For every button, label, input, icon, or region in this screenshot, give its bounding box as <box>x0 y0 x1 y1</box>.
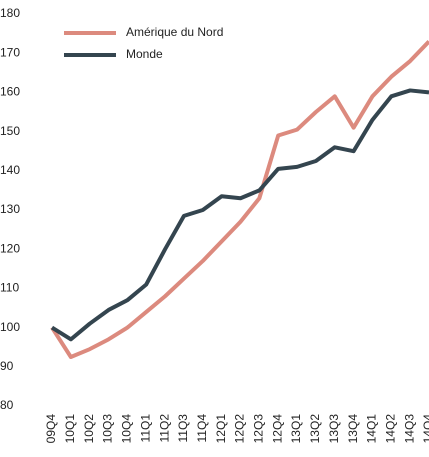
x-tick-label: 11Q4 <box>195 414 209 443</box>
x-tick-label: 11Q3 <box>176 414 190 443</box>
x-tick-label: 14Q2 <box>383 414 397 444</box>
x-tick-label: 13Q1 <box>289 414 303 444</box>
y-tick-label: 170 <box>0 45 20 59</box>
x-tick-label: 13Q4 <box>346 414 360 444</box>
x-tick-label: 09Q4 <box>44 414 58 444</box>
x-tick-label: 13Q2 <box>308 414 322 444</box>
y-tick-label: 80 <box>0 398 14 412</box>
x-tick-label: 14Q4 <box>421 414 429 444</box>
x-tick-label: 10Q1 <box>63 414 77 444</box>
x-tick-label: 12Q1 <box>214 414 228 444</box>
x-tick-label: 14Q3 <box>402 414 416 444</box>
x-tick-label: 12Q2 <box>233 414 247 444</box>
y-tick-label: 110 <box>0 281 19 295</box>
x-tick-label: 10Q4 <box>120 414 134 444</box>
y-tick-label: 100 <box>0 320 20 334</box>
y-tick-label: 180 <box>0 6 20 20</box>
y-tick-label: 130 <box>0 202 20 216</box>
y-tick-label: 150 <box>0 124 20 138</box>
x-tick-label: 10Q2 <box>82 414 96 444</box>
x-tick-label: 14Q1 <box>365 414 379 444</box>
x-tick-label: 11Q2 <box>157 414 171 443</box>
y-tick-label: 160 <box>0 85 20 99</box>
x-tick-label: 11Q1 <box>138 414 152 443</box>
y-tick-label: 120 <box>0 241 20 255</box>
legend-label: Amérique du Nord <box>126 25 223 39</box>
legend-label: Monde <box>126 47 163 61</box>
x-tick-label: 12Q3 <box>252 414 266 444</box>
y-tick-label: 140 <box>0 163 20 177</box>
series-line <box>50 40 429 359</box>
y-tick-label: 90 <box>0 359 14 373</box>
x-tick-label: 10Q3 <box>101 414 115 444</box>
x-tick-label: 13Q3 <box>327 414 341 444</box>
x-tick-label: 12Q4 <box>270 414 284 444</box>
series-line <box>50 88 429 342</box>
